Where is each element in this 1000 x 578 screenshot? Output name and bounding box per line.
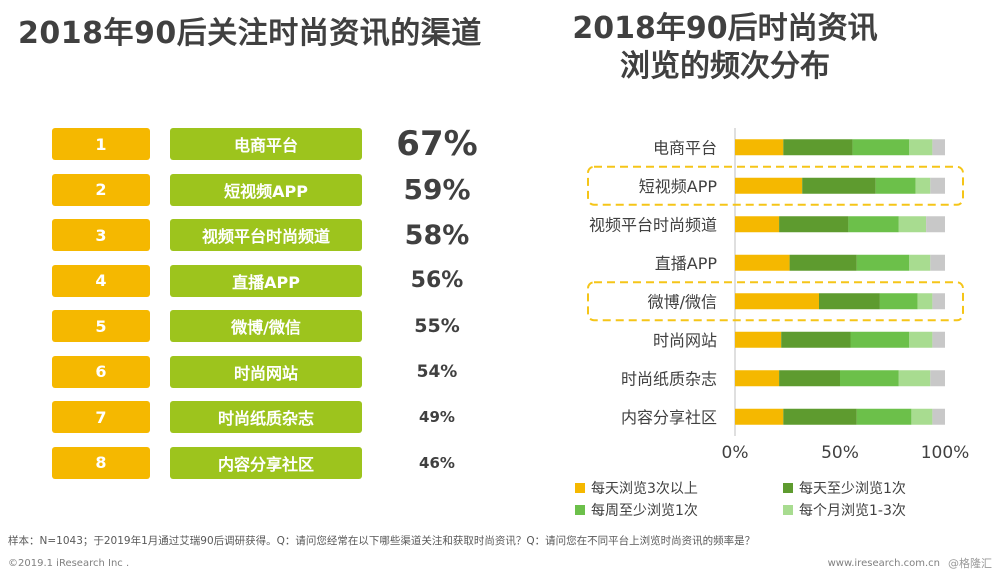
category-label: 时尚网站 bbox=[653, 331, 717, 350]
bar-segment-2 bbox=[875, 177, 916, 194]
channel-percentage: 54% bbox=[416, 361, 458, 382]
right-chart-title: 2018年90后时尚资讯 浏览的频次分布 bbox=[545, 10, 905, 86]
channel-label: 视频平台时尚频道 bbox=[170, 219, 362, 251]
legend-item-0: 每天浏览3次以上 bbox=[575, 478, 698, 498]
bar-segment-3 bbox=[898, 216, 927, 233]
channel-label: 微博/微信 bbox=[170, 310, 362, 342]
right-title-line2: 浏览的频次分布 bbox=[620, 49, 830, 84]
legend-label: 每周至少浏览1次 bbox=[591, 503, 698, 519]
bar-segment-2 bbox=[848, 216, 899, 233]
bar-segment-4 bbox=[930, 177, 945, 194]
bar-segment-2 bbox=[852, 139, 910, 156]
bar-segment-3 bbox=[909, 254, 931, 271]
bar-segment-0 bbox=[735, 293, 819, 310]
category-label: 直播APP bbox=[655, 254, 718, 273]
bar-segment-1 bbox=[802, 177, 876, 194]
bar-segment-3 bbox=[915, 177, 931, 194]
rank-badge: 7 bbox=[52, 401, 150, 433]
bar-segment-2 bbox=[879, 293, 918, 310]
channel-percentage: 55% bbox=[414, 315, 460, 337]
bar-segment-3 bbox=[911, 408, 933, 425]
channel-label: 时尚纸质杂志 bbox=[170, 401, 362, 433]
category-label: 视频平台时尚频道 bbox=[589, 215, 717, 234]
legend-label: 每个月浏览1-3次 bbox=[799, 503, 906, 519]
x-tick-label: 100% bbox=[921, 443, 970, 463]
rank-badge: 5 bbox=[52, 310, 150, 342]
right-title-line1: 2018年90后时尚资讯 bbox=[572, 11, 878, 46]
bar-segment-0 bbox=[735, 254, 790, 271]
legend-item-1: 每天至少浏览1次 bbox=[783, 478, 906, 498]
category-label: 微博/微信 bbox=[648, 292, 717, 311]
channel-percentage: 56% bbox=[410, 268, 464, 293]
legend-swatch bbox=[783, 483, 793, 493]
channel-label: 短视频APP bbox=[170, 173, 362, 206]
bar-segment-3 bbox=[909, 331, 933, 348]
bar-segment-0 bbox=[735, 370, 780, 387]
highlight-box bbox=[587, 165, 964, 206]
channel-label: 直播APP bbox=[170, 264, 362, 297]
channel-percentage: 58% bbox=[404, 219, 470, 251]
bar-segment-2 bbox=[856, 254, 910, 271]
legend-swatch bbox=[575, 505, 585, 515]
bar-segment-4 bbox=[930, 370, 945, 387]
channel-percentage: 46% bbox=[419, 453, 455, 472]
rank-badge: 6 bbox=[52, 355, 150, 388]
bar-segment-1 bbox=[779, 216, 849, 233]
bar-segment-4 bbox=[932, 408, 945, 425]
channel-percentage: 59% bbox=[403, 173, 471, 206]
bar-segment-4 bbox=[926, 216, 945, 233]
bar-segment-0 bbox=[735, 216, 780, 233]
bar-segment-1 bbox=[819, 293, 880, 310]
legend-label: 每天至少浏览1次 bbox=[799, 481, 906, 497]
bar-segment-4 bbox=[932, 293, 945, 310]
bar-segment-4 bbox=[932, 139, 945, 156]
bar-segment-2 bbox=[856, 408, 912, 425]
channel-percentage: 67% bbox=[396, 124, 478, 164]
bar-segment-1 bbox=[789, 254, 857, 271]
rank-badge: 8 bbox=[52, 446, 150, 479]
copyright-text: ©2019.1 iResearch Inc . bbox=[8, 558, 130, 569]
rank-badge: 3 bbox=[52, 219, 150, 251]
x-tick-label: 0% bbox=[722, 443, 749, 463]
channel-percentage: 49% bbox=[419, 408, 455, 426]
x-tick-label: 50% bbox=[821, 443, 859, 463]
rank-badge: 2 bbox=[52, 173, 150, 206]
bar-segment-0 bbox=[735, 177, 803, 194]
bar-segment-2 bbox=[850, 331, 910, 348]
bar-segment-1 bbox=[779, 370, 840, 387]
legend-item-2: 每周至少浏览1次 bbox=[575, 500, 698, 520]
watermark: @格隆汇 bbox=[948, 557, 992, 570]
bar-segment-1 bbox=[783, 408, 857, 425]
channel-label: 内容分享社区 bbox=[170, 446, 362, 479]
category-label: 时尚纸质杂志 bbox=[621, 369, 717, 388]
bar-segment-1 bbox=[783, 139, 853, 156]
bar-segment-3 bbox=[909, 139, 933, 156]
channel-label: 电商平台 bbox=[170, 128, 362, 160]
left-chart-title: 2018年90后关注时尚资讯的渠道 bbox=[18, 16, 482, 51]
bar-segment-3 bbox=[898, 370, 931, 387]
rank-badge: 4 bbox=[52, 264, 150, 297]
bar-segment-2 bbox=[840, 370, 899, 387]
bar-segment-4 bbox=[932, 331, 945, 348]
sample-note: 样本：N=1043；于2019年1月通过艾瑞90后调研获得。Q：请问您经常在以下… bbox=[8, 535, 756, 547]
bar-segment-0 bbox=[735, 139, 784, 156]
bar-segment-4 bbox=[930, 254, 945, 271]
legend-swatch bbox=[783, 505, 793, 515]
category-label: 短视频APP bbox=[639, 177, 718, 196]
bar-segment-0 bbox=[735, 331, 782, 348]
bar-segment-3 bbox=[917, 293, 933, 310]
channel-label: 时尚网站 bbox=[170, 355, 362, 388]
legend-label: 每天浏览3次以上 bbox=[591, 481, 698, 497]
legend-item-3: 每个月浏览1-3次 bbox=[783, 500, 906, 520]
bar-segment-1 bbox=[781, 331, 851, 348]
rank-badge: 1 bbox=[52, 128, 150, 160]
bar-segment-0 bbox=[735, 408, 784, 425]
website-link[interactable]: www.iresearch.com.cn bbox=[827, 558, 940, 569]
category-label: 电商平台 bbox=[653, 138, 717, 157]
category-label: 内容分享社区 bbox=[621, 408, 717, 427]
highlight-box bbox=[587, 281, 964, 322]
legend-swatch bbox=[575, 483, 585, 493]
